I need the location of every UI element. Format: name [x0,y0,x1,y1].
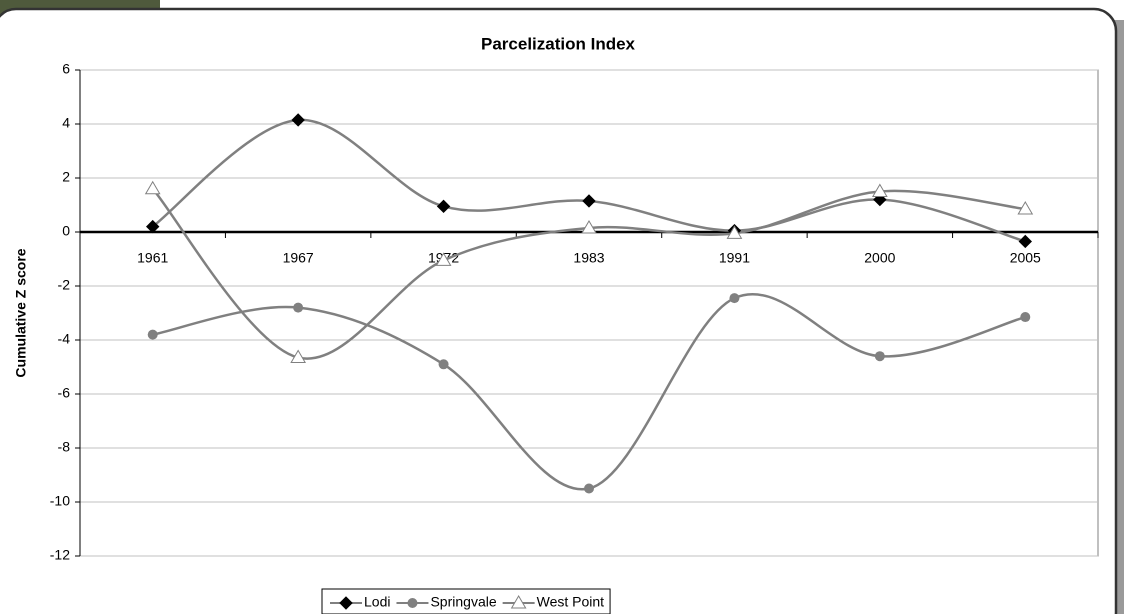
marker-triangle [290,349,307,364]
marker-circle [438,359,449,370]
x-tick-label: 2000 [864,250,895,266]
marker-triangle [726,225,743,239]
y-tick-label: 4 [62,115,70,131]
marker-diamond [291,113,305,127]
marker-circle [874,351,885,362]
y-tick-label: 2 [62,169,70,185]
marker-circle [1020,312,1031,323]
y-tick-label: -2 [58,277,71,293]
y-tick-label: 6 [62,61,70,77]
y-tick-label: -10 [50,493,70,509]
chart-panel [0,7,1118,614]
y-tick-label: -4 [58,331,71,347]
marker-triangle [1017,201,1034,215]
legend-label: Lodi [364,594,390,610]
marker-triangle [510,595,527,609]
marker-circle [584,483,594,494]
panel-shadow [1114,20,1124,614]
marker-circle [407,598,418,608]
marker-circle [729,293,740,304]
x-tick-label: 2005 [1010,250,1041,266]
legend-label: West Point [537,594,605,610]
marker-triangle [581,219,597,234]
marker-diamond [146,219,160,234]
y-tick-label: -12 [50,547,70,563]
marker-circle [293,302,304,313]
legend-label: Springvale [430,594,496,610]
marker-triangle [435,252,452,266]
marker-triangle [871,183,888,197]
marker-diamond [436,199,451,214]
marker-diamond [582,194,596,208]
y-axis-title: Cumulative Z score [13,248,29,377]
x-tick-label: 1983 [573,250,604,266]
legend-box [321,588,611,614]
marker-diamond [339,596,353,610]
marker-diamond [1018,234,1032,249]
x-tick-label: 1961 [137,250,168,266]
x-tick-label: 1991 [719,250,750,266]
marker-triangle [144,180,161,195]
y-tick-label: -6 [58,385,71,401]
x-tick-label: 1967 [283,250,314,266]
y-tick-label: -8 [58,439,71,455]
marker-circle [147,329,158,340]
chart-title: Parcelization Index [481,34,636,53]
y-tick-label: 0 [62,223,70,239]
